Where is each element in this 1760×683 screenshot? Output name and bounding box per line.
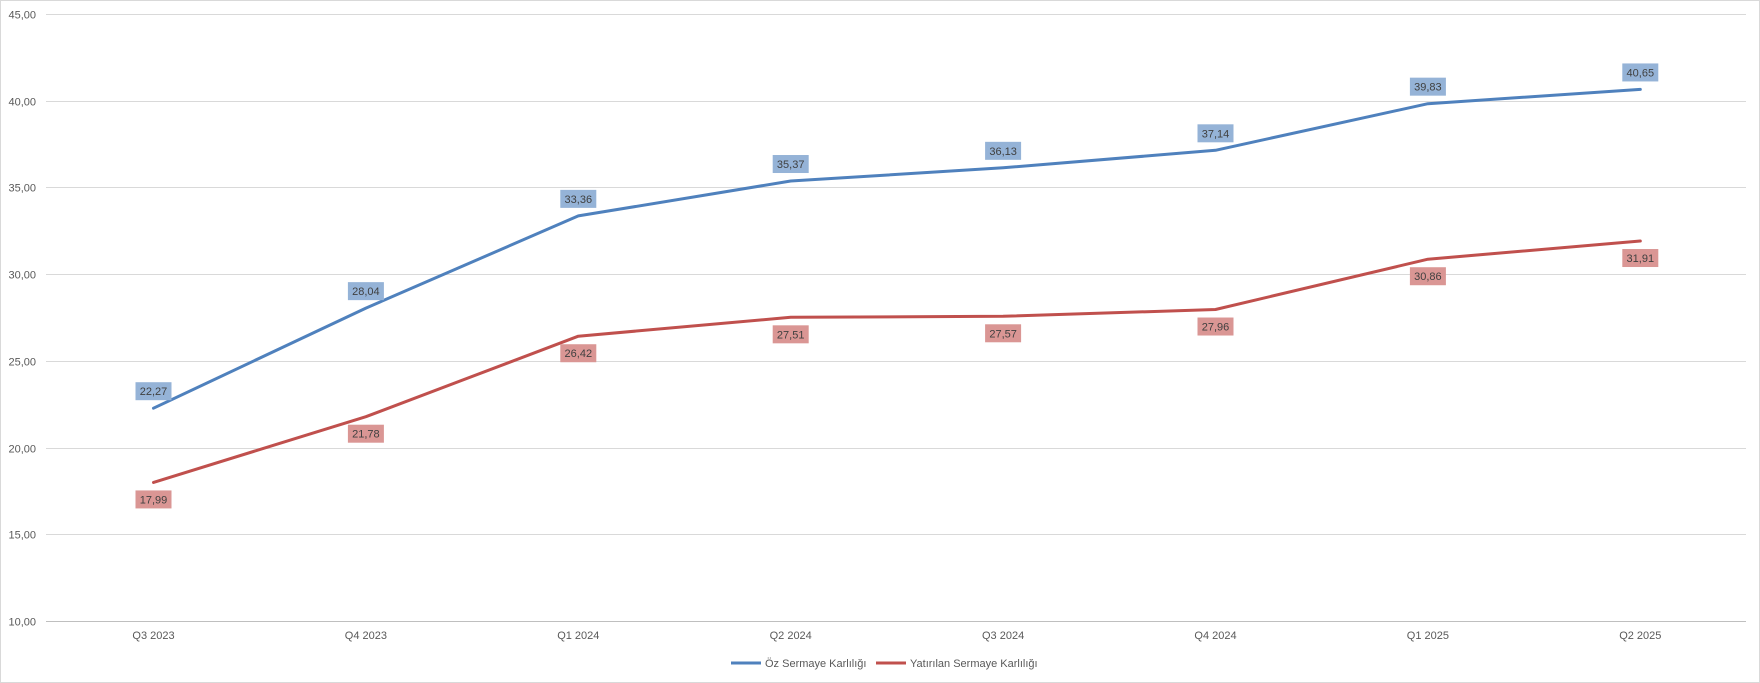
data-label-box: [560, 189, 597, 208]
data-label: 35,37: [772, 155, 809, 174]
y-tick-label: 20,00: [8, 444, 36, 456]
series-line: [152, 239, 1642, 484]
data-label-text: 22,27: [140, 386, 168, 398]
data-label-box: [347, 424, 384, 443]
y-tick-label: 15,00: [8, 530, 36, 542]
data-label-text: 27,57: [989, 328, 1017, 340]
y-tick-label: 45,00: [8, 10, 36, 22]
y-tick-label: 10,00: [8, 617, 36, 629]
data-label-text: 33,36: [565, 194, 593, 206]
data-label-box: [1622, 63, 1659, 82]
data-label-box: [135, 382, 172, 401]
x-tick-label: Q1 2025: [1407, 630, 1449, 642]
data-label-box: [772, 325, 809, 344]
legend-item: Yatırılan Sermaye Karlılığı: [876, 658, 1038, 670]
data-label: 28,04: [347, 282, 384, 301]
data-label-box: [985, 324, 1022, 343]
data-label-box: [347, 282, 384, 301]
y-tick-label: 25,00: [8, 357, 36, 369]
x-tick-label: Q2 2024: [770, 630, 812, 642]
x-tick-label: Q3 2024: [982, 630, 1024, 642]
legend: Öz Sermaye Karlılığı Yatırılan Sermaye Ka…: [731, 658, 1038, 670]
data-label: 36,13: [985, 141, 1022, 160]
y-tick-label: 35,00: [8, 183, 36, 195]
data-label-text: 27,51: [777, 329, 805, 341]
data-label: 17,99: [135, 490, 172, 509]
data-label: 27,96: [1197, 317, 1234, 336]
x-tick-label: Q4 2023: [345, 630, 387, 642]
data-label-box: [135, 490, 172, 509]
data-label-text: 37,14: [1202, 128, 1230, 140]
data-label-box: [1197, 317, 1234, 336]
series-lines: [152, 87, 1642, 484]
data-label-box: [1622, 249, 1659, 268]
legend-label: Yatırılan Sermaye Karlılığı: [910, 658, 1038, 670]
data-label-box: [1409, 77, 1446, 96]
data-label-text: 35,37: [777, 159, 805, 171]
data-label: 27,57: [985, 324, 1022, 343]
data-label: 30,86: [1409, 267, 1446, 286]
data-label-text: 36,13: [989, 146, 1017, 158]
x-tick-label: Q4 2024: [1194, 630, 1236, 642]
data-label-box: [772, 155, 809, 174]
data-label-box: [1197, 124, 1234, 143]
x-tick-label: Q2 2025: [1619, 630, 1661, 642]
x-axis: Q3 2023 Q4 2023 Q1 2024 Q2 2024 Q3 2024 Q4 20…: [132, 630, 1661, 642]
data-labels: 22,27 28,04 33,36 35,37 36,13 37,14 39,83 40,65…: [135, 63, 1659, 509]
data-label: 33,36: [560, 189, 597, 208]
data-label: 37,14: [1197, 124, 1234, 143]
data-label-text: 27,96: [1202, 322, 1230, 334]
x-tick-label: Q3 2023: [132, 630, 174, 642]
data-label-text: 28,04: [352, 286, 380, 298]
data-label-text: 26,42: [565, 348, 593, 360]
x-tick-label: Q1 2024: [557, 630, 599, 642]
data-label-text: 40,65: [1627, 67, 1655, 79]
legend-label: Öz Sermaye Karlılığı: [765, 658, 866, 670]
data-label: 27,51: [772, 325, 809, 344]
data-label: 22,27: [135, 382, 172, 401]
y-tick-label: 30,00: [8, 270, 36, 282]
series-line: [152, 87, 1642, 410]
data-label-text: 17,99: [140, 494, 168, 506]
data-label: 21,78: [347, 424, 384, 443]
data-label-box: [985, 141, 1022, 160]
data-label: 31,91: [1622, 249, 1659, 268]
data-label-text: 31,91: [1627, 253, 1655, 265]
data-label: 26,42: [560, 344, 597, 363]
data-label-text: 39,83: [1414, 82, 1442, 94]
data-label-box: [1409, 267, 1446, 286]
data-label: 40,65: [1622, 63, 1659, 82]
y-tick-label: 40,00: [8, 97, 36, 109]
data-label-text: 21,78: [352, 429, 380, 441]
data-label: 39,83: [1409, 77, 1446, 96]
y-axis: 10,00 15,00 20,00 25,00 30,00 35,00 40,00 45,00: [8, 10, 36, 629]
legend-item: Öz Sermaye Karlılığı: [731, 658, 866, 670]
data-label-text: 30,86: [1414, 271, 1442, 283]
data-label-box: [560, 344, 597, 363]
